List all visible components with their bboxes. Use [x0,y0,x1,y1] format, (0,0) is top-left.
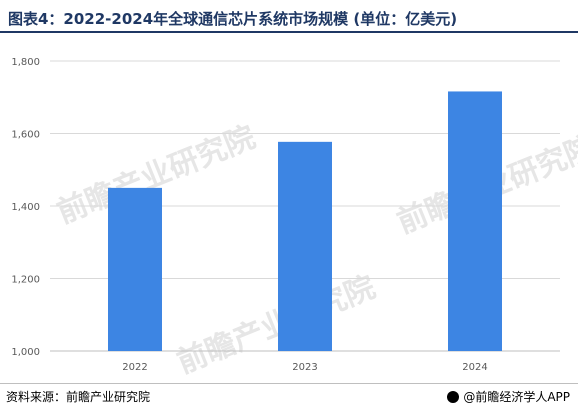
brand-label: @前瞻经济学人APP [463,390,570,404]
y-tick-label: 1,800 [11,57,40,68]
y-axis-ticks: 1,000 1,200 1,400 1,600 1,800 [11,57,40,358]
y-tick-label: 1,400 [11,202,40,213]
bar-chart: 1,000 1,200 1,400 1,600 1,800 2022 2023 2024 [11,57,560,373]
bar-2023 [278,141,332,351]
y-tick-label: 1,600 [11,130,40,141]
brand-logo-icon [447,390,460,403]
bars [108,91,502,351]
title-divider [0,31,578,33]
chart-title: 图表4：2022-2024年全球通信芯片系统市场规模 (单位：亿美元) [8,10,458,28]
brand-credit: @前瞻经济学人APP [447,388,570,405]
source-note: 资料来源：前瞻产业研究院 [6,390,151,404]
bar-2024 [448,91,502,351]
x-axis-ticks: 2022 2023 2024 [122,362,487,373]
x-tick-label: 2024 [462,362,487,373]
y-tick-label: 1,000 [11,347,40,358]
x-tick-label: 2023 [292,362,317,373]
bar-2022 [108,187,162,351]
x-tick-label: 2022 [122,362,147,373]
y-tick-label: 1,200 [11,275,40,286]
footer-divider [0,383,578,384]
